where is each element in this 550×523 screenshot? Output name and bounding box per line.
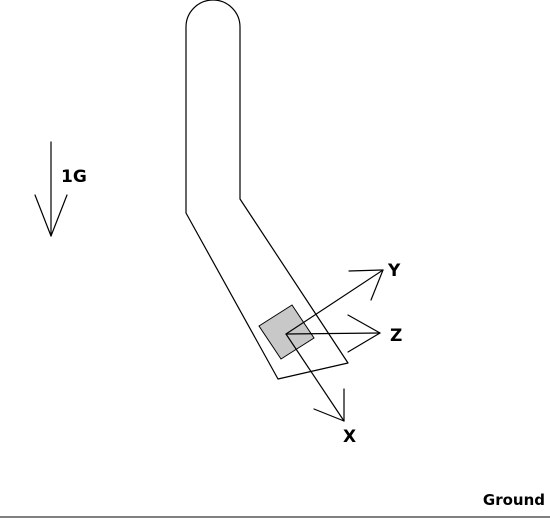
arm-outline [185,0,349,380]
x-axis-label: X [343,427,356,447]
bent-arm [185,0,349,380]
sensor [258,304,315,360]
z-axis-label: Z [390,326,402,346]
x-axis-arrow [285,333,345,422]
y-axis-label: Y [387,261,401,281]
gravity-arrow [34,141,68,237]
ground-label: Ground [483,491,545,509]
z-axis-arrow [285,314,381,353]
sensor-chip [258,304,315,360]
gravity-label: 1G [61,167,87,187]
y-axis-arrow [285,269,384,335]
